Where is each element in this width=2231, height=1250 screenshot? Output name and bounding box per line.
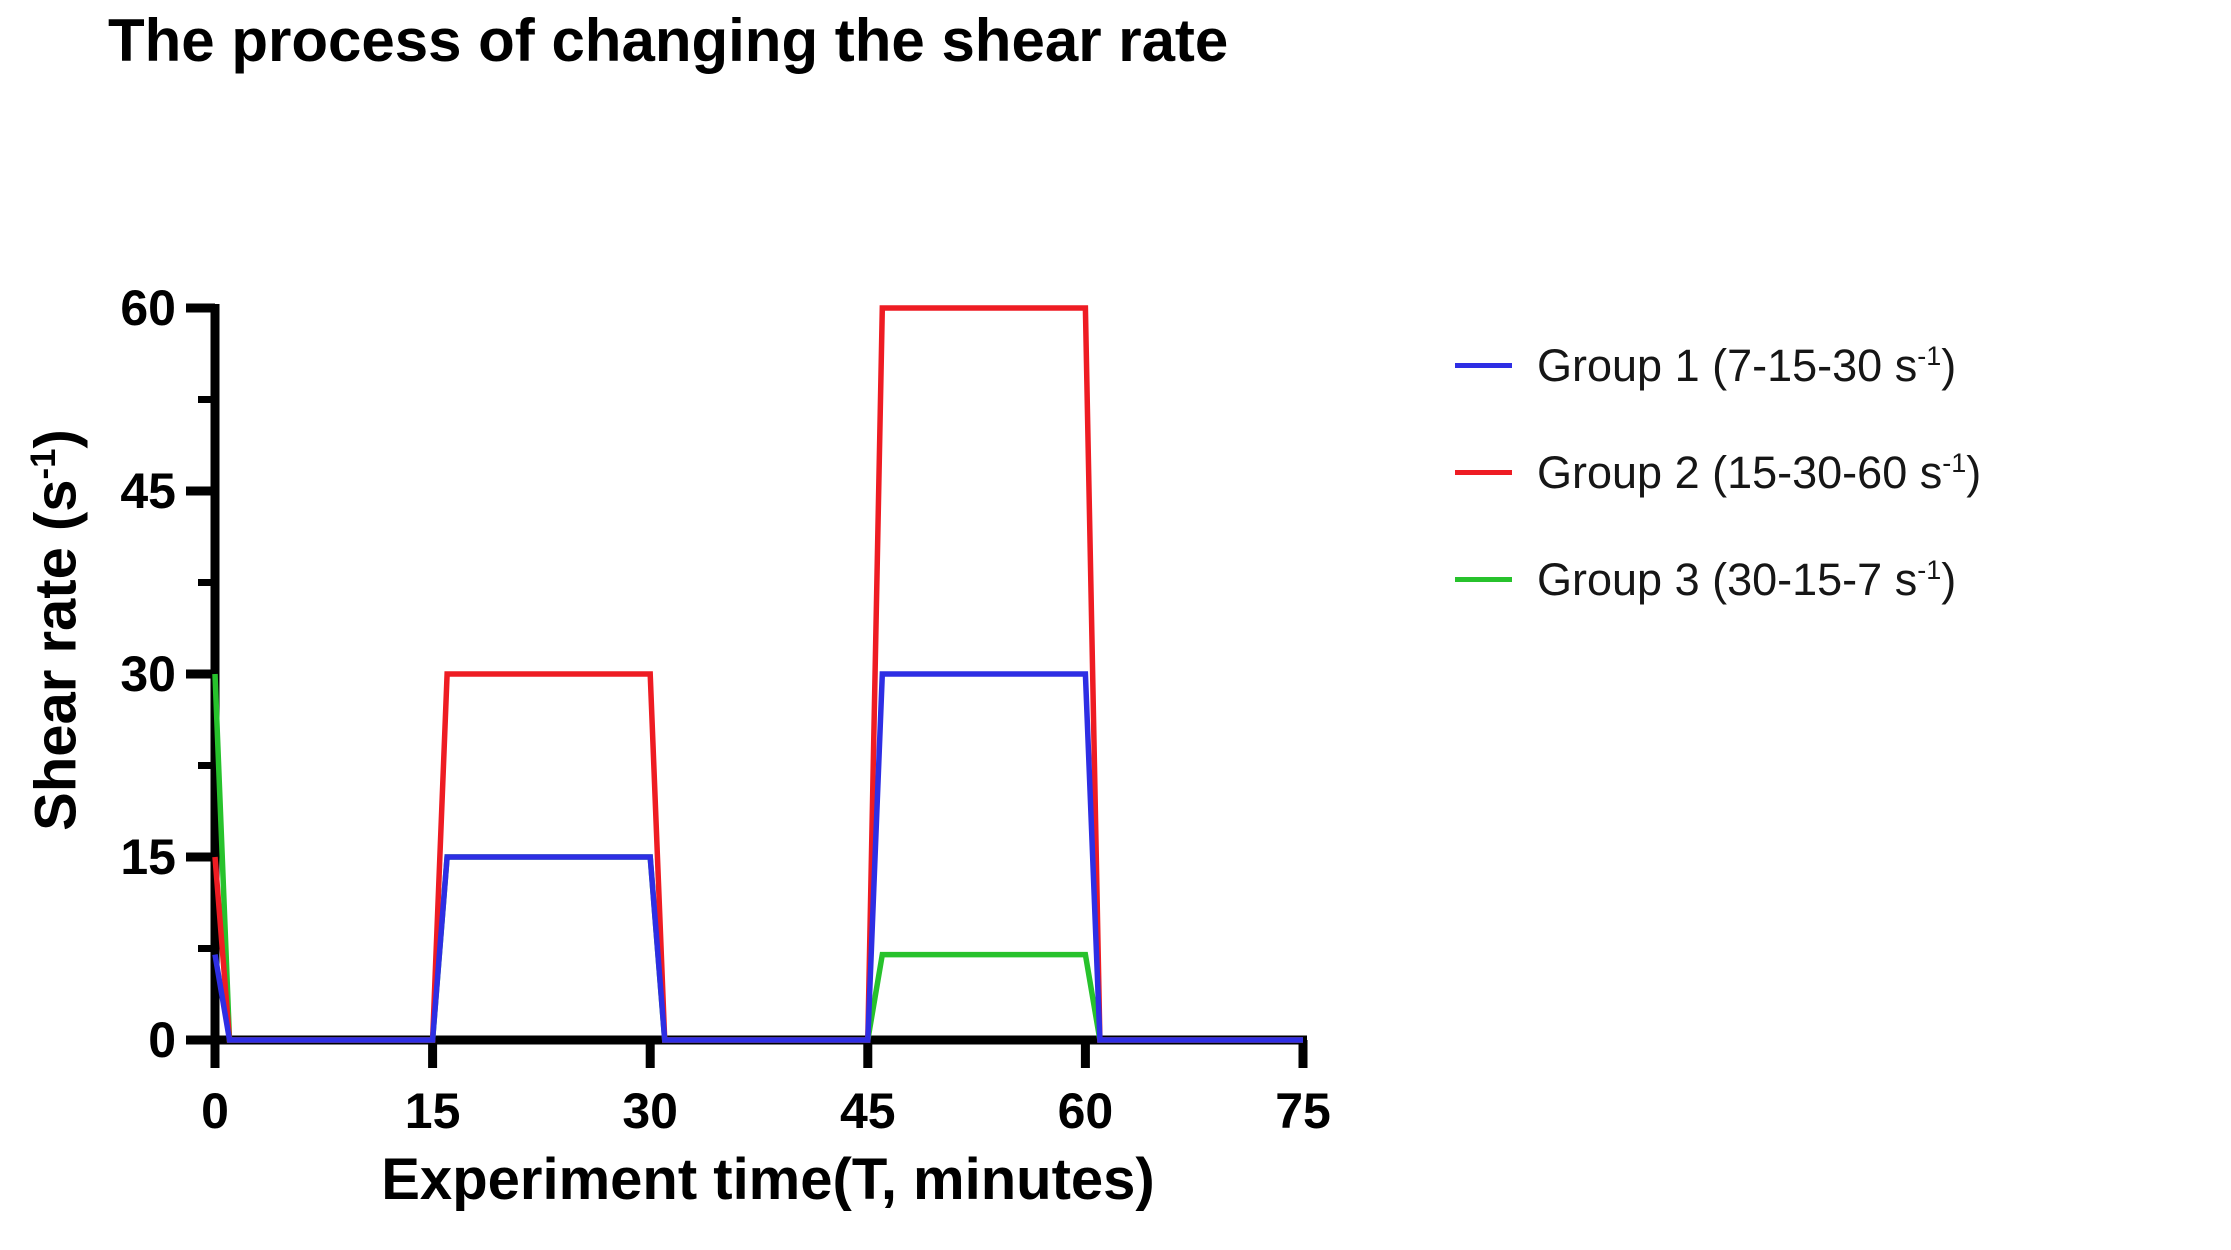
legend-label-close: ) — [1941, 553, 1957, 605]
legend-label-text: Group 2 (15-30-60 s — [1537, 446, 1943, 498]
legend-item: Group 1 (7-15-30 s-1) — [1455, 312, 1981, 419]
x-tick-label: 45 — [840, 1083, 896, 1139]
legend-line-swatch — [1455, 470, 1512, 475]
legend-label-close: ) — [1941, 339, 1957, 391]
legend-label-superscript: -1 — [1917, 340, 1942, 371]
legend-item-label: Group 1 (7-15-30 s-1) — [1537, 340, 1956, 392]
legend-item: Group 3 (30-15-7 s-1) — [1455, 526, 1981, 633]
y-tick-label: 60 — [120, 280, 176, 336]
x-tick-label: 75 — [1275, 1083, 1331, 1139]
y-tick-label: 30 — [120, 646, 176, 702]
legend-line-swatch — [1455, 363, 1512, 368]
x-tick-label: 30 — [622, 1083, 678, 1139]
legend-item: Group 2 (15-30-60 s-1) — [1455, 419, 1981, 526]
series-line-group-2 — [212, 305, 1303, 1043]
legend-line-swatch — [1455, 577, 1512, 582]
legend-label-superscript: -1 — [1917, 554, 1942, 585]
legend-item-label: Group 2 (15-30-60 s-1) — [1537, 447, 1981, 499]
x-axis-label: Experiment time(T, minutes) — [381, 1147, 1155, 1212]
legend-item-label: Group 3 (30-15-7 s-1) — [1537, 554, 1956, 606]
x-tick-label: 0 — [201, 1083, 229, 1139]
series-line-group-1 — [212, 671, 1303, 1043]
legend-label-superscript: -1 — [1942, 447, 1967, 478]
chart-title: The process of changing the shear rate — [108, 7, 1229, 74]
y-tick-label: 0 — [148, 1012, 176, 1068]
series-line-group-3 — [212, 673, 1303, 1043]
legend: Group 1 (7-15-30 s-1) Group 2 (15-30-60 … — [1455, 312, 1981, 633]
legend-label-close: ) — [1966, 446, 1982, 498]
y-tick-label: 15 — [120, 829, 176, 885]
legend-label-text: Group 1 (7-15-30 s — [1537, 339, 1918, 391]
x-tick-label: 15 — [405, 1083, 461, 1139]
legend-label-text: Group 3 (30-15-7 s — [1537, 553, 1918, 605]
y-tick-label: 45 — [120, 463, 176, 519]
x-tick-label: 60 — [1058, 1083, 1114, 1139]
